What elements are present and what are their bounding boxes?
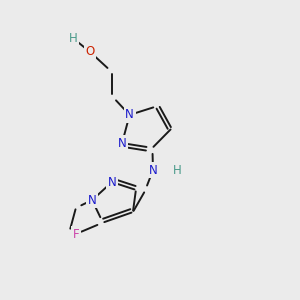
Text: N: N <box>125 108 134 122</box>
Text: F: F <box>73 227 79 241</box>
Text: H: H <box>68 32 77 45</box>
Text: N: N <box>88 194 97 207</box>
Text: N: N <box>148 164 158 177</box>
Text: O: O <box>85 45 94 58</box>
Text: N: N <box>118 136 127 150</box>
Text: H: H <box>172 164 182 177</box>
Text: N: N <box>107 176 116 189</box>
